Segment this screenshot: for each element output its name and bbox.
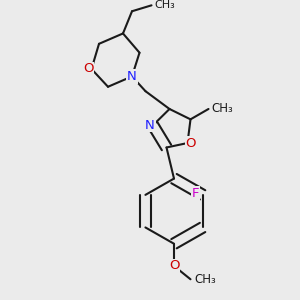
Text: O: O: [185, 136, 196, 149]
Text: N: N: [145, 119, 155, 132]
Text: CH₃: CH₃: [194, 273, 216, 286]
Text: O: O: [83, 62, 94, 76]
Text: CH₃: CH₃: [154, 0, 175, 10]
Text: CH₃: CH₃: [211, 103, 233, 116]
Text: N: N: [127, 70, 137, 83]
Text: O: O: [169, 260, 179, 272]
Text: F: F: [192, 187, 200, 200]
